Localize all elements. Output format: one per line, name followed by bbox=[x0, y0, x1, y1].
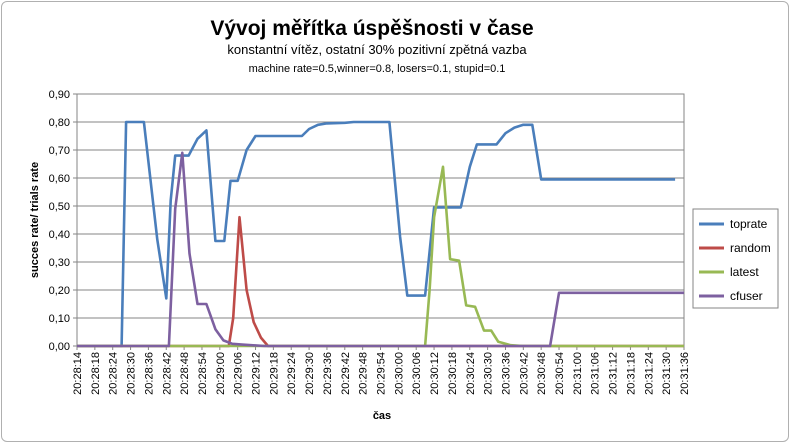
x-tick-label: 20:28:36 bbox=[143, 352, 155, 395]
x-tick-label: 20:29:12 bbox=[251, 352, 263, 395]
gridlines bbox=[77, 121, 684, 319]
y-tick-label: 0,50 bbox=[49, 201, 70, 213]
series-line-random bbox=[77, 215, 684, 348]
x-tick-label: 20:29:24 bbox=[286, 352, 298, 395]
y-axis-label: succes rate/ trials rate bbox=[29, 162, 41, 278]
x-tick-label: 20:30:12 bbox=[429, 352, 441, 395]
x-tick-label: 20:31:18 bbox=[625, 352, 637, 395]
y-tick-label: 0,00 bbox=[49, 341, 70, 353]
x-axis-label: čas bbox=[373, 410, 391, 422]
series-line-toprate bbox=[77, 120, 676, 348]
legend-label-random: random bbox=[730, 241, 771, 255]
x-tick-label: 20:31:06 bbox=[590, 352, 602, 395]
x-tick-label: 20:31:30 bbox=[661, 352, 673, 395]
x-tick-label: 20:28:14 bbox=[72, 352, 84, 395]
chart-subtitle: konstantní vítěz, ostatní 30% pozitivní … bbox=[227, 42, 527, 57]
y-tick-label: 0,70 bbox=[49, 145, 70, 157]
x-tick-label: 20:28:54 bbox=[197, 352, 209, 395]
legend: toprate random latest cfuser bbox=[699, 217, 771, 303]
series-line-latest bbox=[77, 165, 684, 348]
y-tick-label: 0,40 bbox=[49, 229, 70, 241]
x-tick-label: 20:30:30 bbox=[483, 352, 495, 395]
y-tick-label: 0,90 bbox=[49, 89, 70, 101]
x-tick-label: 20:29:36 bbox=[322, 352, 334, 395]
x-tick-label: 20:30:18 bbox=[447, 352, 459, 395]
x-tick-label: 20:28:24 bbox=[108, 352, 120, 395]
y-tick-label: 0,60 bbox=[49, 173, 70, 185]
x-tick-label: 20:28:48 bbox=[179, 352, 191, 395]
x-tick-label: 20:29:54 bbox=[376, 352, 388, 395]
x-tick-label: 20:29:30 bbox=[304, 352, 316, 395]
y-axis-ticks: 0,00 0,10 0,20 0,30 0,40 0,50 0,60 0,70 0,80 0,90 bbox=[49, 89, 77, 353]
y-tick-label: 0,20 bbox=[49, 285, 70, 297]
legend-label-latest: latest bbox=[730, 265, 759, 279]
x-tick-label: 20:30:24 bbox=[465, 352, 477, 395]
series-line-cfuser bbox=[77, 151, 684, 348]
x-tick-label: 20:31:24 bbox=[643, 352, 655, 395]
x-tick-label: 20:30:36 bbox=[500, 352, 512, 395]
y-tick-label: 0,80 bbox=[49, 117, 70, 129]
x-tick-label: 20:30:00 bbox=[393, 352, 405, 395]
y-tick-label: 0,30 bbox=[49, 257, 70, 269]
x-tick-label: 20:28:18 bbox=[90, 352, 102, 395]
x-axis-ticks: 20:28:14 20:28:18 20:28:24 20:28:30 20:28:36… bbox=[72, 346, 691, 395]
x-tick-label: 20:30:06 bbox=[411, 352, 423, 395]
plot-area bbox=[76, 93, 685, 347]
x-tick-label: 20:31:00 bbox=[572, 352, 584, 395]
x-tick-label: 20:30:48 bbox=[536, 352, 548, 395]
x-tick-label: 20:29:00 bbox=[215, 352, 227, 395]
x-tick-label: 20:31:12 bbox=[608, 352, 620, 395]
chart-subtitle-params: machine rate=0.5,winner=0.8, losers=0.1,… bbox=[249, 63, 506, 75]
chart-title: Vývoj měřítka úspěšnosti v čase bbox=[210, 17, 533, 40]
x-tick-label: 20:30:42 bbox=[518, 352, 530, 395]
x-tick-label: 20:28:30 bbox=[126, 352, 138, 395]
x-tick-label: 20:29:48 bbox=[358, 352, 370, 395]
legend-label-cfuser: cfuser bbox=[730, 289, 763, 303]
x-tick-label: 20:29:18 bbox=[268, 352, 280, 395]
x-tick-label: 20:30:54 bbox=[554, 352, 566, 395]
x-tick-label: 20:29:06 bbox=[233, 352, 245, 395]
y-tick-label: 0,10 bbox=[49, 313, 70, 325]
x-tick-label: 20:28:42 bbox=[161, 352, 173, 395]
x-tick-label: 20:31:36 bbox=[679, 352, 691, 395]
legend-label-toprate: toprate bbox=[730, 217, 768, 231]
series-lines bbox=[77, 120, 684, 348]
x-tick-label: 20:29:42 bbox=[340, 352, 352, 395]
